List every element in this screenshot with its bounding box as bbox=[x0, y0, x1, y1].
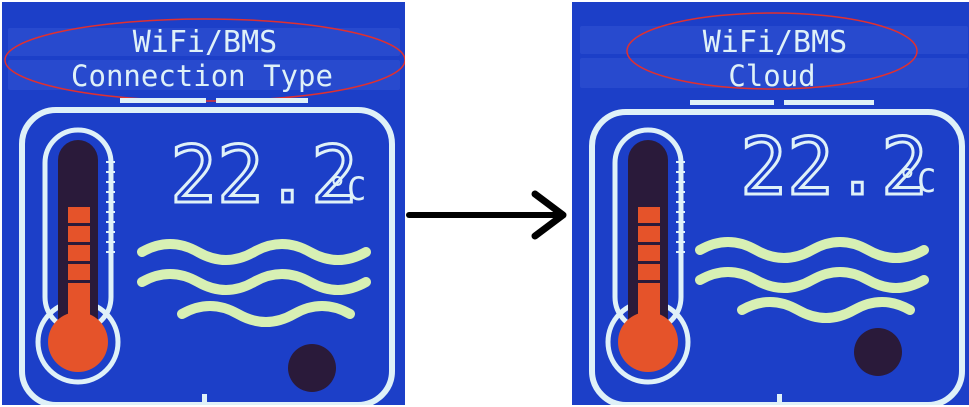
dot-matrix-grid bbox=[8, 28, 400, 90]
dot-matrix-grid bbox=[580, 26, 968, 88]
lcd-display: WiFi/BMS Cloud 22.2 °C bbox=[572, 2, 969, 405]
lcd-line-1: WiFi/BMS bbox=[703, 25, 848, 60]
water-waves-icon bbox=[137, 239, 371, 327]
segment-bar-top bbox=[120, 98, 308, 103]
water-waves-icon bbox=[695, 237, 929, 323]
temperature-unit: °C bbox=[328, 170, 367, 208]
status-dot bbox=[288, 344, 336, 392]
right-arrow-icon bbox=[406, 190, 567, 240]
lcd-line-2: Cloud bbox=[728, 59, 815, 93]
segment-bar-top bbox=[690, 100, 874, 105]
segment-bar-bottom bbox=[777, 394, 782, 405]
lcd-panel-after: WiFi/BMS Cloud 22.2 °C bbox=[572, 2, 969, 405]
lcd-display: WiFi/BMS Connection Type bbox=[2, 2, 405, 405]
temperature-unit: °C bbox=[898, 162, 937, 200]
status-dot bbox=[854, 328, 902, 376]
segment-bar-bottom bbox=[202, 394, 207, 405]
thermometer-icon bbox=[605, 127, 691, 385]
temperature-readout: 22.2 bbox=[170, 131, 358, 221]
lcd-line-2: Connection Type bbox=[71, 59, 333, 93]
highlight-ellipse bbox=[626, 12, 918, 90]
temperature-readout: 22.2 bbox=[740, 123, 928, 213]
lcd-line-1: WiFi/BMS bbox=[133, 25, 278, 60]
lcd-panel-before: WiFi/BMS Connection Type bbox=[2, 2, 405, 405]
thermometer-icon bbox=[35, 127, 121, 385]
display-frame bbox=[19, 107, 395, 405]
display-frame bbox=[589, 109, 965, 405]
